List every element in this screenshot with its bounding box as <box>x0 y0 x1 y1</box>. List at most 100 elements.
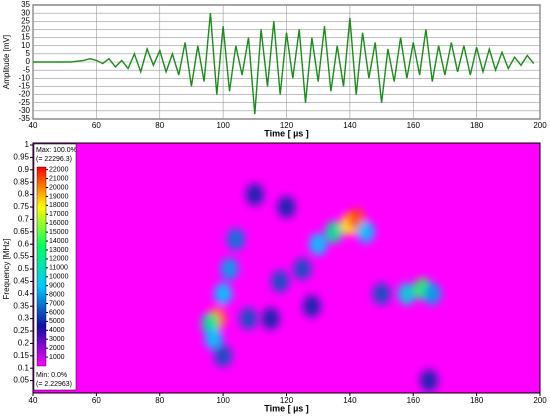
colorbar-tick-label: 17000 <box>49 211 69 218</box>
y-tick-label: 5 <box>26 49 31 58</box>
x-tick-label: 160 <box>407 396 421 405</box>
y-tick-label: 0.8 <box>18 190 30 199</box>
y-tick-label: 1 <box>25 140 30 149</box>
colorbar <box>36 166 47 367</box>
plot-area <box>32 142 541 394</box>
y-axis-label: Frequency [MHz] <box>2 239 11 300</box>
y-tick-label: 0.75 <box>13 202 29 211</box>
y-tick-label: 0.25 <box>13 326 29 335</box>
intensity-blob <box>423 282 442 305</box>
y-tick-label: 0.45 <box>13 277 29 286</box>
x-tick-label: 140 <box>343 121 357 130</box>
intensity-blob <box>271 270 290 293</box>
intensity-layer <box>201 183 442 392</box>
colorbar-tick-label: 12000 <box>49 256 69 263</box>
y-tick-label: -30 <box>18 106 30 115</box>
y-tick-label: -20 <box>18 90 30 99</box>
intensity-blob <box>309 233 328 256</box>
intensity-blob <box>277 196 296 218</box>
intensity-blob <box>302 295 321 318</box>
min-label: Min: 0.0% <box>36 372 67 379</box>
x-tick-label: 180 <box>470 396 484 405</box>
colorbar-tick-label: 5000 <box>49 318 65 325</box>
y-tick-label: -15 <box>18 82 30 91</box>
x-tick-label: 60 <box>92 396 101 405</box>
y-tick-label: -10 <box>18 73 30 82</box>
y-tick-label: 0.9 <box>18 165 30 174</box>
y-tick-label: 0.65 <box>13 227 29 236</box>
y-tick-label: 35 <box>21 0 30 9</box>
colorbar-tick-label: 13000 <box>49 247 69 254</box>
y-tick-label: 0.95 <box>13 153 29 162</box>
x-tick-label: 100 <box>216 396 230 405</box>
intensity-blob <box>420 369 439 392</box>
colorbar-tick-label: 11000 <box>49 265 68 272</box>
y-tick-label: 0.05 <box>13 376 29 385</box>
colorbar-tick-label: 21000 <box>49 175 69 182</box>
y-tick-label: 0.5 <box>18 264 30 273</box>
y-tick-label: 0.15 <box>13 351 29 360</box>
colorbar-tick-label: 15000 <box>49 229 69 236</box>
y-tick-label: -5 <box>23 65 31 74</box>
x-tick-label: 40 <box>29 396 38 405</box>
max-label: Max: 100.0% <box>36 147 77 154</box>
y-tick-label: 30 <box>21 8 30 17</box>
x-tick-label: 60 <box>92 121 101 130</box>
colorbar-tick-label: 3000 <box>49 336 65 343</box>
intensity-blob <box>325 220 344 243</box>
x-tick-label: 100 <box>216 121 230 130</box>
colorbar-tick-label: 2000 <box>49 345 65 352</box>
y-tick-label: 0 <box>26 57 31 66</box>
intensity-blob <box>356 220 375 243</box>
x-tick-label: 200 <box>533 121 547 130</box>
colorbar-tick-label: 8000 <box>49 291 65 298</box>
y-tick-label: 0.4 <box>18 289 30 298</box>
colorbar-tick-label: 9000 <box>49 283 65 290</box>
x-axis-label: Time [ µs ] <box>264 128 309 138</box>
intensity-blob <box>204 327 223 350</box>
intensity-blob <box>245 183 264 206</box>
x-tick-label: 120 <box>280 121 294 130</box>
waveform-line <box>33 13 535 115</box>
colorbar-tick-label: 22000 <box>49 166 69 173</box>
colorbar-tick-label: 19000 <box>49 193 69 200</box>
y-tick-label: 0.1 <box>18 363 30 372</box>
y-tick-label: 0.6 <box>18 239 30 248</box>
y-tick-label: 0.85 <box>13 177 29 186</box>
colorbar-tick-label: 1000 <box>49 354 65 361</box>
intensity-blob <box>397 282 416 305</box>
intensity-blob <box>214 282 233 305</box>
intensity-blob <box>220 258 239 280</box>
x-tick-label: 200 <box>533 396 547 405</box>
y-tick-label: 0.2 <box>18 339 30 348</box>
x-tick-label: 180 <box>470 121 484 130</box>
x-tick-label: 80 <box>155 396 164 405</box>
y-tick-label: -25 <box>18 98 30 107</box>
x-tick-label: 120 <box>280 396 294 405</box>
intensity-blob <box>239 307 258 330</box>
y-tick-label: 0.55 <box>13 252 29 261</box>
colorbar-tick-label: 18000 <box>49 202 69 209</box>
colorbar-tick-label: 4000 <box>49 327 65 334</box>
colorbar-tick-label: 6000 <box>49 309 65 316</box>
y-axis-label: Amplitude [mV] <box>2 35 11 89</box>
y-tick-label: 10 <box>21 41 30 50</box>
colorbar-tick-label: 20000 <box>49 184 69 191</box>
colorbar-tick-label: 16000 <box>49 220 69 227</box>
x-tick-label: 40 <box>29 121 38 130</box>
colorbar-tick-label: 7000 <box>49 300 65 307</box>
intensity-blob <box>214 344 233 367</box>
intensity-blob <box>226 228 245 251</box>
x-tick-label: 80 <box>155 121 164 130</box>
x-axis-label: Time [ µs ] <box>264 403 309 413</box>
y-tick-label: 0.7 <box>18 215 30 224</box>
x-tick-label: 160 <box>407 121 421 130</box>
y-tick-label: 0.35 <box>13 301 29 310</box>
intensity-blob <box>261 307 280 330</box>
intensity-blob <box>293 258 312 280</box>
max-value-label: (= 22296.3) <box>36 156 72 163</box>
y-tick-label: 20 <box>21 25 30 34</box>
x-tick-label: 140 <box>343 396 357 405</box>
y-tick-label: -35 <box>18 114 30 123</box>
